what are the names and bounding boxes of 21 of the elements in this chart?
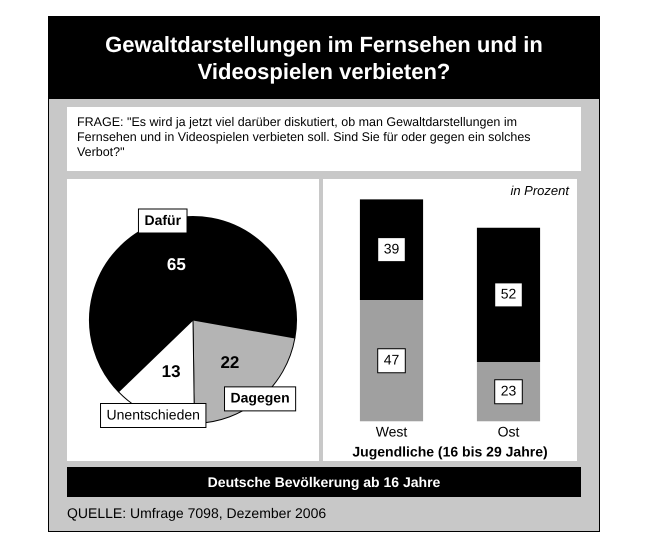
bar <box>360 199 424 300</box>
x-tick-label: West <box>376 424 408 440</box>
x-axis-title: Jugendliche (16 bis 29 Jahre) <box>352 443 548 460</box>
data-label: 39 <box>384 240 400 257</box>
data-label: 23 <box>500 382 516 399</box>
bar <box>360 300 424 422</box>
slice-label: Dagegen <box>230 390 290 406</box>
chart-subtitle: FRAGE: "Es wird ja jetzt viel darüber diskutiert, ob man Gewaltdarstellungen im Fernsehen und in Videospielen verbieten soll. Sind Sie für oder gegen ein solches Verbot?" <box>67 107 581 171</box>
data-label: 47 <box>384 352 400 368</box>
text: Deutsche Bevölkerung ab 16 Jahre <box>67 467 581 497</box>
data-label: 13 <box>162 362 181 382</box>
x-tick-label: Ost <box>498 424 520 440</box>
slice-label: Dafür <box>144 212 182 228</box>
data-label: 22 <box>220 353 240 372</box>
data-label: 52 <box>500 286 516 302</box>
bar <box>476 228 540 362</box>
data-label: 65 <box>166 255 186 274</box>
slice-label: Unentschieden <box>106 406 200 422</box>
chart-title: Gewaltdarstellungen im Fernsehen und in Videospielen verbieten? <box>49 17 599 99</box>
source-note: QUELLE: Umfrage 7098, Dezember 2006 <box>67 505 328 521</box>
text: in Prozent <box>510 183 569 198</box>
